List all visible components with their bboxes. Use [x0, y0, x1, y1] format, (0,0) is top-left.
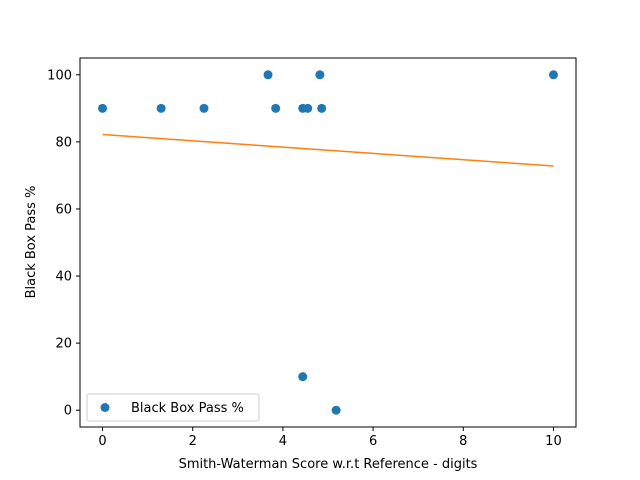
data-point	[548, 70, 558, 80]
x-axis-ticks: 0 2 4 6 8 10	[98, 427, 562, 449]
y-tick-label: 20	[55, 337, 72, 352]
data-point	[156, 103, 166, 113]
y-axis-label: Black Box Pass %	[24, 186, 39, 299]
data-point	[317, 103, 327, 113]
plot-frame	[79, 57, 577, 428]
data-point	[298, 372, 308, 382]
legend-marker	[100, 403, 110, 412]
y-tick-label: 0	[64, 404, 72, 419]
legend-box	[86, 393, 260, 422]
x-tick-label: 10	[545, 434, 562, 449]
data-point	[263, 70, 273, 80]
plot-marks	[98, 70, 558, 415]
y-tick-label: 100	[47, 68, 72, 83]
data-point	[199, 103, 209, 113]
x-tick-label: 2	[189, 434, 197, 449]
data-point	[303, 103, 313, 113]
x-axis-label: Smith-Waterman Score w.r.t Reference - d…	[179, 457, 478, 472]
trend-line	[102, 133, 554, 167]
data-point	[98, 103, 108, 113]
x-tick-label: 6	[369, 434, 377, 449]
data-point	[315, 70, 325, 80]
y-axis-ticks: 0 20 40 60 80 100	[47, 68, 80, 419]
legend-label: Black Box Pass %	[131, 401, 244, 416]
x-tick-label: 0	[98, 434, 106, 449]
y-tick-label: 40	[55, 270, 72, 285]
x-tick-label: 4	[279, 434, 287, 449]
legend: Black Box Pass %	[86, 393, 260, 422]
y-tick-label: 60	[55, 202, 72, 217]
data-point	[331, 405, 341, 415]
data-point	[271, 103, 281, 113]
x-tick-label: 8	[459, 434, 467, 449]
y-tick-label: 80	[55, 135, 72, 150]
